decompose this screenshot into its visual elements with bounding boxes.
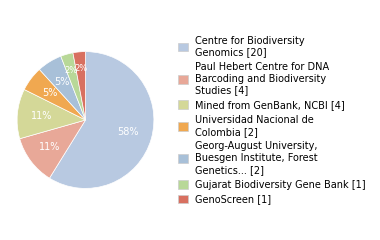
Legend: Centre for Biodiversity
Genomics [20], Paul Hebert Centre for DNA
Barcoding and : Centre for Biodiversity Genomics [20], P… [176, 34, 368, 206]
Wedge shape [73, 52, 86, 120]
Wedge shape [20, 120, 86, 178]
Wedge shape [61, 53, 86, 120]
Wedge shape [49, 52, 154, 188]
Text: 5%: 5% [42, 88, 58, 98]
Text: 2%: 2% [74, 64, 87, 73]
Wedge shape [24, 69, 86, 120]
Text: 5%: 5% [54, 77, 70, 87]
Text: 2%: 2% [65, 66, 78, 75]
Text: 58%: 58% [117, 127, 139, 137]
Wedge shape [17, 90, 85, 139]
Wedge shape [40, 56, 86, 120]
Text: 11%: 11% [40, 142, 61, 152]
Text: 11%: 11% [30, 111, 52, 121]
